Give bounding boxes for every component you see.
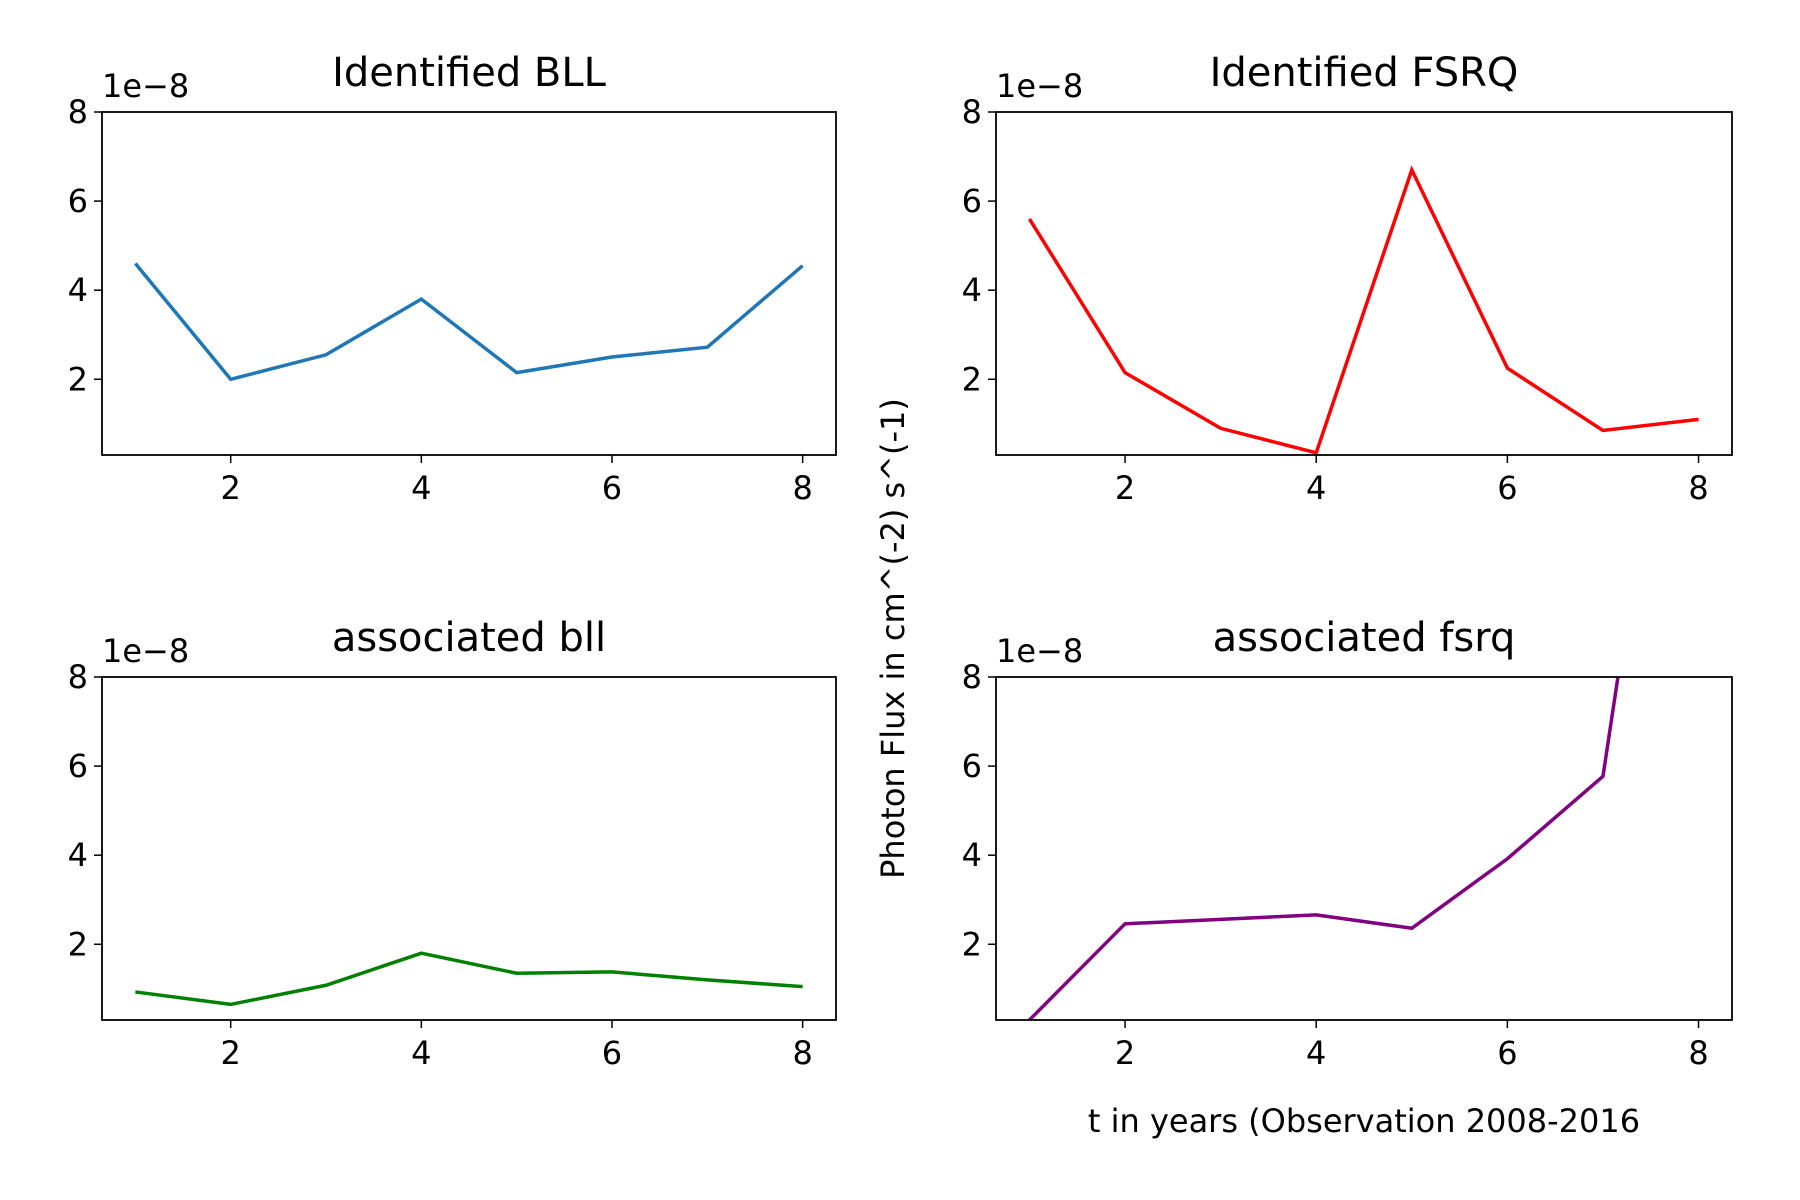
subplot-title: Identified BLL [332, 50, 607, 96]
y-tick-label: 6 [68, 182, 88, 220]
y-tick-label: 6 [962, 747, 982, 785]
x-tick-label: 4 [1306, 1034, 1326, 1072]
x-tick-label: 6 [1497, 469, 1517, 507]
x-tick-label: 4 [411, 469, 431, 507]
x-tick-label: 2 [1115, 1034, 1135, 1072]
x-tick-label: 2 [1115, 469, 1135, 507]
y-tick-label: 6 [962, 182, 982, 220]
x-tick-label: 4 [1306, 469, 1326, 507]
x-tick-label: 2 [221, 1034, 241, 1072]
axes-frame [101, 111, 837, 456]
axes-frame [995, 676, 1733, 1021]
x-tick-label: 4 [411, 1034, 431, 1072]
subplot: 2 4 6 8 2 4 6 8 associated bll 1e−8 [68, 615, 837, 1072]
offset-text: 1e−8 [996, 67, 1083, 105]
subplot-title: associated bll [332, 615, 606, 661]
y-tick-label: 8 [962, 93, 982, 131]
x-tick-label: 8 [792, 1034, 812, 1072]
subplot: 2 4 6 8 2 4 6 8 associated fsrq 1e−8 t in years (O… [874, 398, 1733, 1140]
subplot: 2 4 6 8 2 4 6 8 Identified FSRQ 1e−8 [962, 50, 1733, 507]
y-tick-label: 2 [962, 360, 982, 398]
axes-frame [995, 111, 1733, 456]
subplot-title: Identified FSRQ [1210, 50, 1519, 96]
axes-frame [101, 676, 837, 1021]
x-tick-label: 8 [792, 469, 812, 507]
y-tick-label: 2 [962, 925, 982, 963]
x-tick-label: 6 [602, 469, 622, 507]
offset-text: 1e−8 [102, 67, 189, 105]
y-tick-label: 6 [68, 747, 88, 785]
y-tick-label: 8 [962, 658, 982, 696]
y-tick-label: 2 [68, 360, 88, 398]
y-tick-label: 4 [68, 836, 88, 874]
offset-text: 1e−8 [102, 632, 189, 670]
y-tick-label: 8 [68, 93, 88, 131]
x-tick-label: 8 [1688, 1034, 1708, 1072]
y-tick-label: 8 [68, 658, 88, 696]
x-axis-label: t in years (Observation 2008-2016 [1088, 1102, 1640, 1140]
y-axis-label: Photon Flux in cm^(-2) s^(-1) [874, 398, 912, 879]
x-tick-label: 8 [1688, 469, 1708, 507]
data-line [1028, 677, 1620, 1020]
x-tick-label: 2 [221, 469, 241, 507]
data-line [1027, 165, 1699, 455]
x-tick-label: 6 [1497, 1034, 1517, 1072]
y-tick-label: 4 [962, 836, 982, 874]
offset-text: 1e−8 [996, 632, 1083, 670]
data-line [135, 951, 803, 1007]
subplot: 2 4 6 8 2 4 6 8 Identified BLL 1e−8 [68, 50, 837, 507]
subplot-title: associated fsrq [1213, 615, 1516, 661]
x-tick-label: 6 [602, 1034, 622, 1072]
y-tick-label: 4 [962, 271, 982, 309]
y-tick-label: 2 [68, 925, 88, 963]
y-tick-label: 4 [68, 271, 88, 309]
data-line [134, 262, 804, 382]
